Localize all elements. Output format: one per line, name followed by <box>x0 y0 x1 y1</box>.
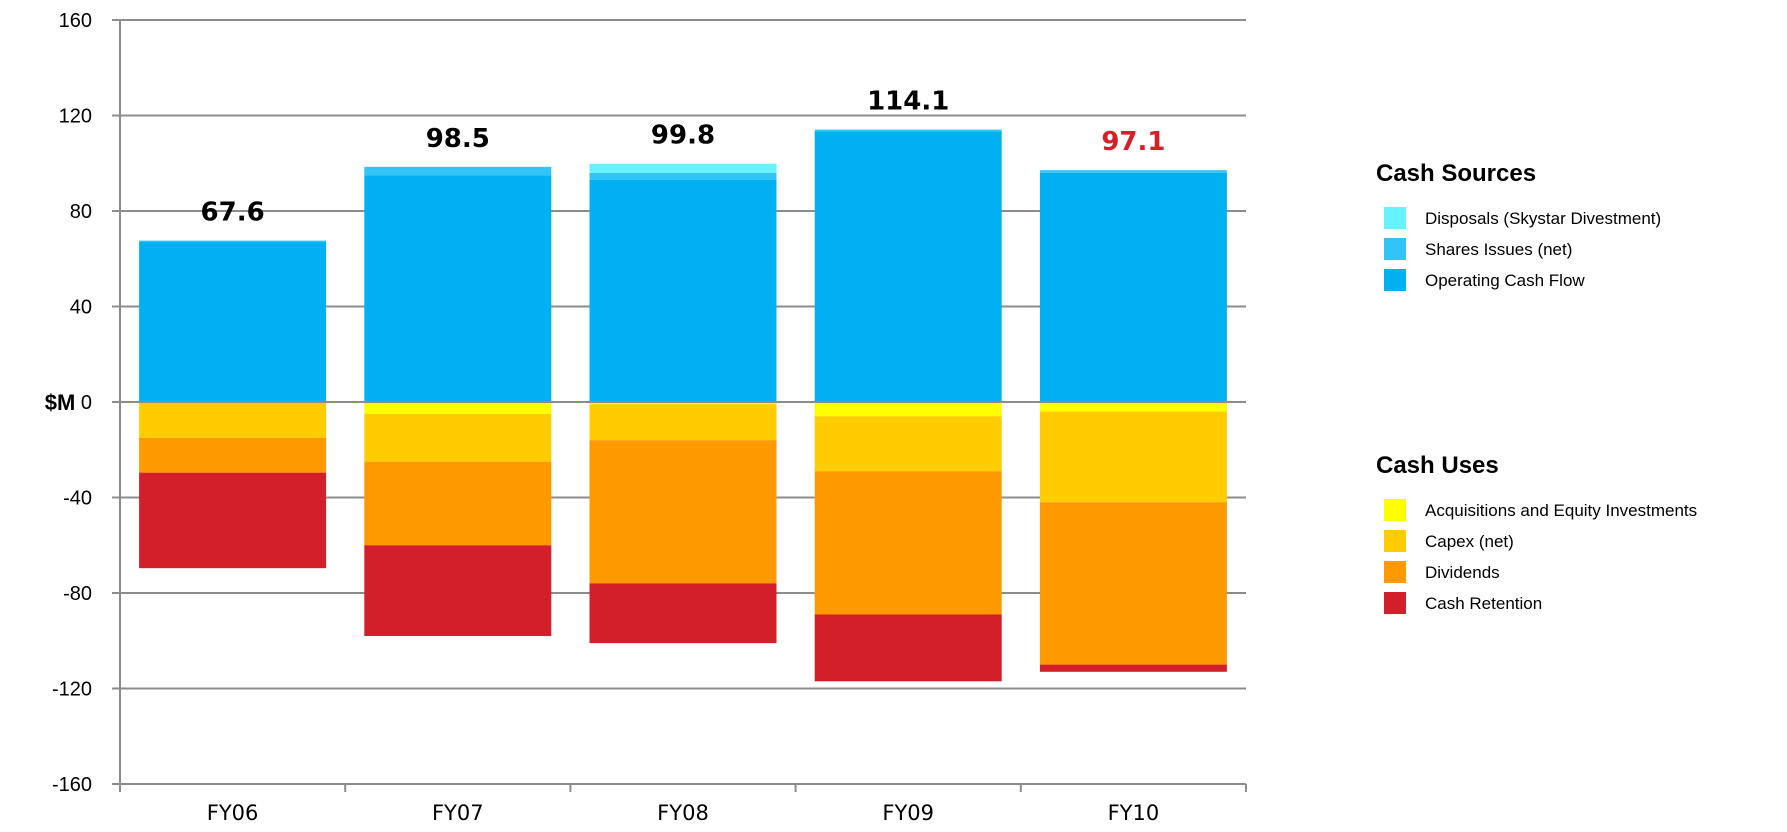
bar-segment-use <box>364 413 552 462</box>
y-tick-label: 120 <box>59 106 92 128</box>
legend-swatch <box>1384 499 1406 521</box>
legend-swatch <box>1384 561 1406 583</box>
bar-segment-use <box>364 461 552 546</box>
bar-segment-source <box>364 175 552 402</box>
bar-segment-use <box>814 614 1002 682</box>
bar-total-label: 67.6 <box>201 198 265 228</box>
bar-total-label: 99.8 <box>651 121 715 151</box>
y-tick-label: -120 <box>52 679 92 701</box>
bar-segment-use <box>139 472 327 569</box>
legend-label: Disposals (Skystar Divestment) <box>1425 209 1661 228</box>
axes <box>112 19 1247 792</box>
legend-swatch <box>1384 207 1406 229</box>
legend-swatch <box>1384 530 1406 552</box>
legend-title-uses: Cash Uses <box>1376 452 1499 479</box>
bar-segment-use <box>814 471 1002 615</box>
legend-label: Capex (net) <box>1425 532 1514 551</box>
legend-swatch <box>1384 592 1406 614</box>
bar-total-label: 98.5 <box>426 124 490 154</box>
bar-total-label: 114.1 <box>867 87 949 117</box>
bar-segment-use <box>1039 664 1227 672</box>
bar-segment-source <box>589 163 777 173</box>
bar-segment-source <box>814 131 1002 402</box>
bar-segment-use <box>1039 502 1227 665</box>
legend-label: Operating Cash Flow <box>1425 271 1585 290</box>
legend-label: Dividends <box>1425 563 1500 582</box>
y-tick-label: 160 <box>59 10 92 32</box>
bar-segment-use <box>814 402 1002 417</box>
bar-segment-use <box>139 437 327 473</box>
bar-segment-use <box>1039 402 1227 412</box>
bar-segment-source <box>139 242 327 402</box>
y-tick-label: 40 <box>70 297 92 319</box>
bar-segment-source <box>589 179 777 402</box>
legend-label: Shares Issues (net) <box>1425 240 1572 259</box>
legend-label: Cash Retention <box>1425 594 1542 613</box>
x-category-label: FY06 <box>207 801 259 825</box>
bar-segment-use <box>364 402 552 414</box>
bar-segment-use <box>589 402 777 405</box>
bar-segment-source <box>139 240 327 243</box>
legend-title-sources: Cash Sources <box>1376 160 1536 187</box>
labels: 160 120 80 40 0 -40 -80 -120 -160 FY06 67.6 FY07 98.… <box>52 10 1166 825</box>
bar-segment-source <box>589 172 777 180</box>
bar-segment-use <box>814 416 1002 472</box>
bar-segment-use <box>364 545 552 636</box>
y-tick-label: 80 <box>70 201 92 223</box>
y-tick-label: -40 <box>63 488 92 510</box>
legend-swatch <box>1384 238 1406 260</box>
x-category-label: FY09 <box>882 801 934 825</box>
legend: Cash Sources Disposals (Skystar Divestmen… <box>1376 160 1697 614</box>
y-tick-label: 0 <box>81 392 92 414</box>
bars <box>139 129 1227 682</box>
x-category-label: FY08 <box>657 801 709 825</box>
bar-segment-source <box>364 166 552 176</box>
bar-segment-source <box>1039 172 1227 402</box>
bar-segment-use <box>589 440 777 584</box>
x-category-label: FY10 <box>1108 801 1160 825</box>
bar-segment-use <box>589 404 777 441</box>
bar-segment-source <box>814 129 1002 132</box>
legend-swatch <box>1384 269 1406 291</box>
legend-label: Acquisitions and Equity Investments <box>1425 501 1697 520</box>
y-axis-label: $M <box>45 390 76 415</box>
bar-segment-use <box>1039 411 1227 503</box>
bar-segment-use <box>589 583 777 644</box>
bar-segment-source <box>1039 170 1227 173</box>
x-category-label: FY07 <box>432 801 484 825</box>
bar-segment-use <box>139 402 327 438</box>
y-tick-label: -80 <box>63 583 92 605</box>
y-tick-label: -160 <box>52 774 92 796</box>
bar-total-label: 97.1 <box>1101 127 1165 157</box>
